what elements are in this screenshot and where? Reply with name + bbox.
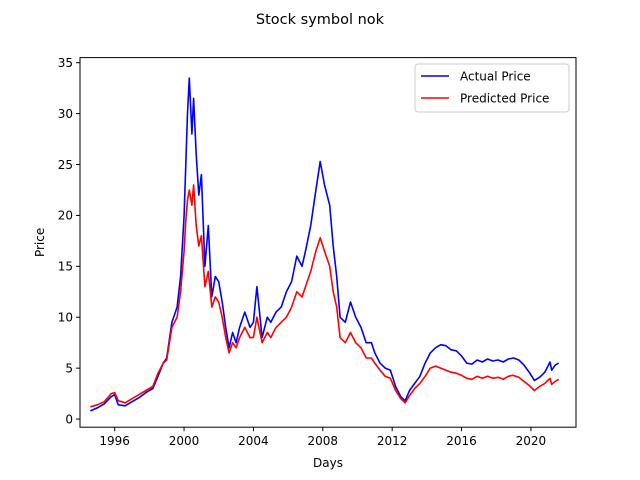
y-tick-label: 20 [58,209,73,223]
y-tick-label: 15 [58,260,73,274]
x-tick-label: 2020 [516,434,547,448]
plot-frame [79,57,577,428]
series-line-predicted-price [90,184,560,408]
legend-box [414,63,570,113]
legend-label-actual-price: Actual Price [460,70,531,84]
y-tick-label: 30 [58,107,73,121]
x-tick-label: 2012 [377,434,408,448]
legend: Actual Price Predicted Price [414,63,570,113]
y-tick-label: 10 [58,311,73,325]
series-line-actual-price [90,77,560,412]
x-tick-label: 2000 [169,434,200,448]
y-tick-label: 25 [58,158,73,172]
x-axis-label: Days [313,456,343,470]
x-tick-label: 2004 [238,434,269,448]
y-tick-label: 5 [65,361,73,375]
x-tick-label: 1996 [99,434,130,448]
chart-title: Stock symbol nok [256,12,385,28]
y-axis-label: Price [33,228,47,257]
y-tick-label: 35 [58,56,73,70]
legend-label-predicted-price: Predicted Price [460,92,549,106]
plot-series [90,77,560,412]
x-tick-label: 2016 [446,434,477,448]
x-axis: 1996 2000 2004 2008 2012 2016 2020 [99,427,546,448]
y-tick-label: 0 [65,412,73,426]
y-axis: 0 5 10 15 20 25 30 35 [58,56,80,426]
x-tick-label: 2008 [308,434,339,448]
